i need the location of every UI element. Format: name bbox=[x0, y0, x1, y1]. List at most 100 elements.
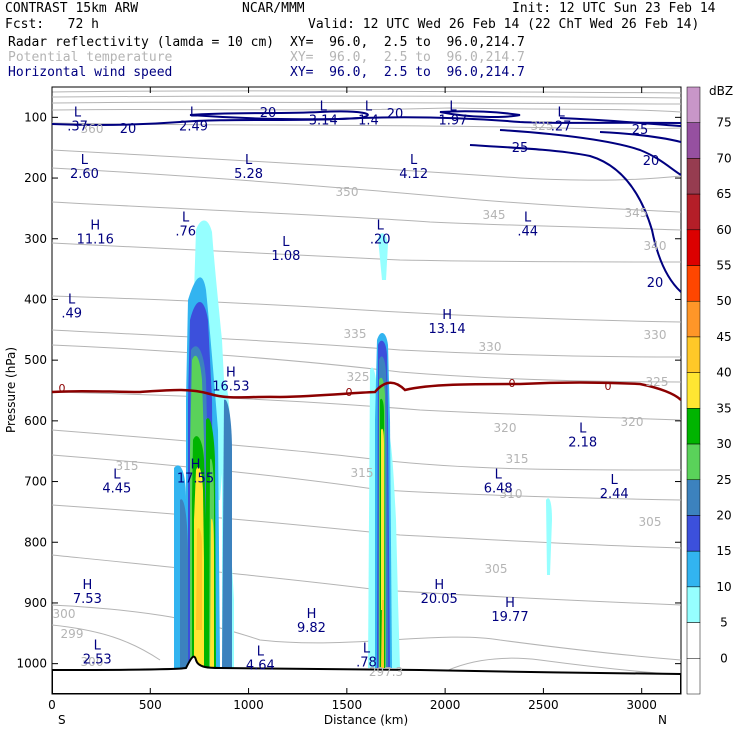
x-axis: 0 500 1000 1500 2000 2500 3000 bbox=[48, 87, 657, 712]
center-value: 9.82 bbox=[297, 621, 326, 636]
colorbar-label: 5 bbox=[720, 616, 728, 630]
field-wind-xy: XY= 96.0, 2.5 to 96.0,214.7 bbox=[290, 65, 525, 80]
colorbar-label: 25 bbox=[716, 473, 731, 487]
field-theta-name: Potential temperature bbox=[8, 50, 173, 65]
x-tick-label: 3000 bbox=[626, 698, 657, 712]
colorbar-label: 10 bbox=[716, 580, 731, 594]
y-tick-label: 500 bbox=[24, 353, 47, 367]
colorbar-swatch bbox=[686, 300, 701, 338]
center-type-high: H bbox=[82, 578, 92, 593]
x-end-label-north: N bbox=[658, 713, 667, 727]
freezing-level-label: 0 bbox=[605, 380, 612, 393]
theta-contour-label: 305 bbox=[639, 515, 662, 529]
theta-contour-label: 325 bbox=[646, 375, 669, 389]
wind-contour-label: 20 bbox=[643, 154, 660, 169]
x-tick-label: 2500 bbox=[528, 698, 559, 712]
y-tick-label: 200 bbox=[24, 171, 47, 185]
theta-contour-label: 325 bbox=[347, 370, 370, 384]
center-type-high: H bbox=[307, 607, 317, 622]
y-tick-label: 900 bbox=[24, 596, 47, 610]
x-end-label-south: S bbox=[58, 713, 66, 727]
colorbar-label: 40 bbox=[716, 366, 731, 380]
theta-contour-label: 360 bbox=[81, 122, 104, 136]
colorbar-swatch bbox=[686, 658, 701, 695]
colorbar-label: 60 bbox=[716, 223, 731, 237]
y-axis-label: Pressure (hPa) bbox=[4, 347, 18, 433]
theta-contour-label: 300 bbox=[81, 655, 104, 669]
center-type-low: L bbox=[611, 473, 619, 488]
center-type-low: L bbox=[282, 235, 290, 250]
center-type-low: L bbox=[410, 153, 418, 168]
center-type-high: H bbox=[505, 596, 515, 611]
center-type-high: H bbox=[442, 308, 452, 323]
center-type-low: L bbox=[524, 211, 532, 226]
y-tick-label: 600 bbox=[24, 414, 47, 428]
center-type-low: L bbox=[182, 211, 190, 226]
y-tick-label: 1000 bbox=[16, 657, 47, 671]
center-value: .78 bbox=[356, 656, 377, 671]
center-type-low: L bbox=[190, 106, 198, 121]
center-value: 13.14 bbox=[428, 322, 465, 337]
center-value: 17.55 bbox=[177, 472, 214, 487]
y-tick-label: 400 bbox=[24, 292, 47, 306]
center-type-low: L bbox=[363, 642, 371, 657]
center-type-high: H bbox=[434, 578, 444, 593]
freezing-level-line bbox=[52, 381, 681, 401]
y-tick-label: 300 bbox=[24, 232, 47, 246]
theta-contour-label: 310 bbox=[500, 487, 523, 501]
center-value: .49 bbox=[61, 307, 82, 322]
theta-contour-label: 315 bbox=[116, 459, 139, 473]
center-type-low: L bbox=[257, 645, 265, 660]
x-tick-label: 1000 bbox=[233, 698, 264, 712]
center-type-high: H bbox=[90, 219, 100, 234]
center-value: 20.05 bbox=[421, 592, 458, 607]
theta-contour-label: 330 bbox=[479, 340, 502, 354]
colorbar-label: 65 bbox=[716, 187, 731, 201]
theta-contour-label: 305 bbox=[485, 562, 508, 576]
wind-contour-label: 25 bbox=[632, 123, 649, 138]
colorbar-swatch bbox=[686, 158, 701, 195]
y-tick-label: 700 bbox=[24, 475, 47, 489]
x-tick-label: 500 bbox=[139, 698, 162, 712]
center-value: 6.48 bbox=[484, 481, 513, 496]
colorbar-swatch bbox=[686, 193, 701, 231]
center-value: 4.12 bbox=[399, 167, 428, 182]
colorbar-label: 75 bbox=[716, 116, 731, 130]
center-value: 2.49 bbox=[179, 120, 208, 135]
center-type-low: L bbox=[68, 293, 76, 308]
center-type-low: L bbox=[94, 639, 102, 654]
center-type-low: L bbox=[557, 106, 565, 121]
center-value: 5.28 bbox=[234, 167, 263, 182]
theta-contour-label: 350 bbox=[336, 185, 359, 199]
colorbar-label: 35 bbox=[716, 401, 731, 415]
init-time: Init: 12 UTC Sun 23 Feb 14 bbox=[512, 1, 716, 16]
center-type-low: L bbox=[245, 153, 253, 168]
colorbar-label: 30 bbox=[716, 437, 731, 451]
theta-contour-label: 315 bbox=[506, 452, 529, 466]
y-tick-label: 100 bbox=[24, 110, 47, 124]
center-value: .76 bbox=[175, 225, 196, 240]
center-label: NCAR/MMM bbox=[242, 1, 305, 16]
colorbar-label: 20 bbox=[716, 508, 731, 522]
center-value: 2.18 bbox=[568, 435, 597, 450]
colorbar-swatch bbox=[686, 229, 701, 266]
theta-contour-label: 300 bbox=[53, 607, 76, 621]
x-axis-label: Distance (km) bbox=[324, 713, 408, 727]
colorbar-swatch bbox=[686, 122, 701, 159]
center-type-low: L bbox=[113, 467, 121, 482]
freezing-level-label: 0 bbox=[509, 377, 516, 390]
x-tick-label: 1500 bbox=[332, 698, 363, 712]
theta-contour-label: 299 bbox=[61, 627, 84, 641]
wind-contour-label: 20 bbox=[647, 276, 664, 291]
colorbar-swatch bbox=[686, 622, 701, 659]
x-tick-label: 2000 bbox=[430, 698, 461, 712]
center-value: 19.77 bbox=[491, 610, 528, 625]
field-wind-name: Horizontal wind speed bbox=[8, 65, 173, 80]
theta-contour-label: 345 bbox=[625, 206, 648, 220]
colorbar-label: 45 bbox=[716, 330, 731, 344]
colorbar-label: 50 bbox=[716, 294, 731, 308]
colorbar-swatch bbox=[686, 86, 701, 123]
center-value: 3.14 bbox=[309, 114, 338, 129]
